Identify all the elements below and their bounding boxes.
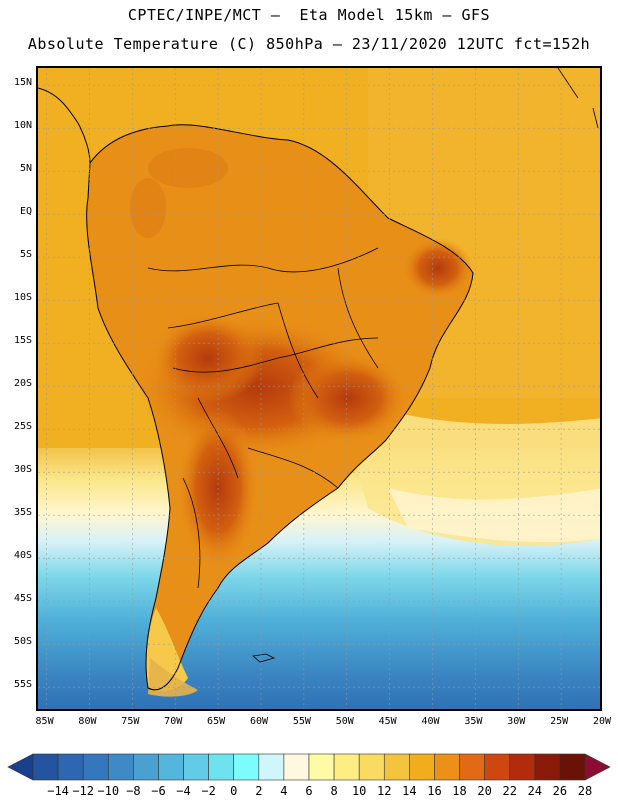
lon-label: 25W [550,716,569,727]
colorbar-tick-label: 4 [280,784,288,798]
lat-label: 5N [19,163,32,175]
lat-label: 10N [13,120,32,132]
lon-label: 20W [592,716,612,727]
colorbar [7,753,611,781]
lon-label: 35W [464,716,483,727]
lon-label: 65W [207,716,226,727]
colorbar-swatch [208,753,235,781]
colorbar-swatch [233,753,260,781]
colorbar-swatch [358,753,385,781]
colorbar-swatch [409,753,435,781]
lat-label: 15S [13,335,32,347]
colorbar-swatch [484,753,511,781]
map-canvas [38,68,600,709]
colorbar-tick-label: 6 [305,784,313,798]
colorbar-tick-label: 16 [427,784,442,798]
chart-title-line-2: Absolute Temperature (C) 850hPa – 23/11/… [27,35,591,53]
colorbar-swatch [333,753,360,781]
colorbar-max-arrow [584,753,611,781]
lat-label: 55S [13,679,32,691]
colorbar-tick-label: 18 [452,784,467,798]
lat-label: 15N [13,77,32,89]
colorbar-tick-label: −2 [201,784,216,798]
colorbar-swatch [434,753,460,781]
colorbar-tick-label: 28 [577,784,593,798]
coastline [86,124,474,691]
colorbar-tick-label: 0 [230,784,238,798]
lat-label: 50S [13,636,32,648]
lat-label: 5S [19,249,32,261]
graticule [38,68,600,709]
lat-label: 35S [13,507,32,519]
lat-label: 40S [13,550,32,562]
temperature-map [36,66,602,711]
colorbar-tick-label: 26 [552,784,568,798]
lon-label: 55W [292,716,311,727]
lon-label: 70W [164,716,183,727]
colorbar-swatch [459,753,485,781]
colorbar-swatch [509,753,536,781]
lat-label: 20S [13,378,32,390]
colorbar-swatch [107,753,134,781]
lon-label: 85W [35,716,54,727]
colorbar-tick-label: −4 [176,784,191,798]
colorbar-swatch [534,753,561,781]
lon-label: 40W [421,716,440,727]
lon-label: 60W [249,716,268,727]
colorbar-swatch [383,753,410,781]
colorbar-tick-label: 8 [330,784,338,798]
colorbar-swatch [133,753,159,781]
colorbar-min-arrow [7,753,34,781]
chart-title-line-1: CPTEC/INPE/MCT – Eta Model 15km – GFS [127,6,491,24]
colorbar-tick-label: 24 [527,784,543,798]
colorbar-tick-label: −6 [151,784,166,798]
lat-label: 30S [13,464,32,476]
colorbar-tick-label: −14 [47,784,69,798]
colorbar-tick-label: 22 [502,784,517,798]
colorbar-tick-label: −8 [126,784,141,798]
lon-label: 80W [78,716,97,727]
colorbar-swatch [32,753,59,781]
colorbar-swatch [283,753,310,781]
colorbar-swatch [308,753,335,781]
colorbar-swatch [258,753,285,781]
lon-label: 50W [335,716,354,727]
lon-label: 75W [121,716,140,727]
lon-label: 30W [507,716,526,727]
colorbar-tick-label: 20 [477,784,492,798]
lat-label: 10S [13,292,32,304]
colorbar-tick-label: 10 [351,784,367,798]
colorbar-swatch [57,753,84,781]
colorbar-swatch [183,753,209,781]
lat-label: EQ [19,206,32,218]
country-borders [147,247,379,589]
lat-label: 45S [13,593,32,605]
colorbar-tick-label: −12 [72,784,95,798]
colorbar-swatch [559,753,586,781]
colorbar-swatch [82,753,109,781]
colorbar-tick-label: −10 [97,784,120,798]
colorbar-tick-label: 2 [255,784,263,798]
colorbar-swatch [158,753,184,781]
falkland-islands [252,653,276,663]
colorbar-tick-label: 12 [377,784,392,798]
lon-label: 45W [378,716,397,727]
lat-label: 25S [13,421,32,433]
colorbar-tick-label: 14 [402,784,417,798]
